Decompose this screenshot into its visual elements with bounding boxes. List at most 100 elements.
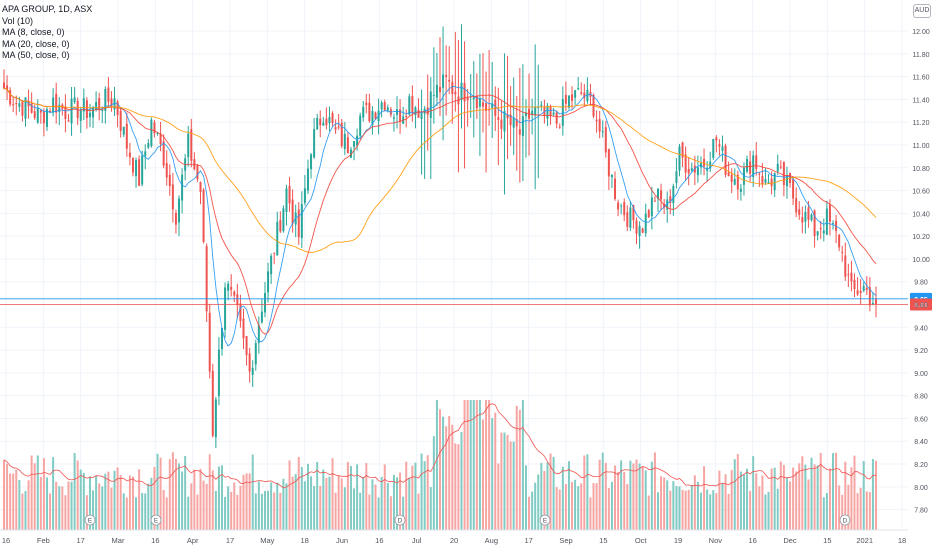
- candle-body: [764, 179, 767, 183]
- candle: [715, 135, 718, 153]
- candle-body: [614, 178, 617, 199]
- volume-bar: [380, 477, 383, 530]
- volume-bar: [349, 465, 352, 530]
- x-tick-label: Jul: [412, 536, 422, 545]
- candle: [414, 106, 417, 129]
- volume-bar: [306, 463, 309, 530]
- candle: [159, 121, 162, 152]
- volume-bar: [260, 493, 263, 530]
- candle: [374, 111, 377, 121]
- volume-bar: [417, 493, 420, 530]
- event-marker[interactable]: E: [84, 514, 96, 526]
- volume-bar: [435, 400, 438, 530]
- candle-body: [374, 112, 377, 120]
- volume-bar: [792, 467, 795, 530]
- candle: [110, 91, 113, 112]
- volume-bar: [626, 484, 629, 530]
- candle: [454, 32, 457, 112]
- volume-bar: [110, 487, 113, 530]
- candle: [131, 157, 134, 177]
- volume-bar: [822, 497, 825, 530]
- candle-body: [718, 144, 721, 147]
- candle-body: [865, 288, 868, 291]
- volume-bar: [58, 486, 61, 530]
- candle: [187, 125, 190, 167]
- candle-body: [257, 325, 260, 344]
- candle-body: [85, 100, 88, 119]
- y-tick-label: 8.80: [914, 394, 928, 401]
- candle: [684, 146, 687, 181]
- candle-body: [303, 188, 306, 203]
- candle: [635, 217, 638, 245]
- volume-bar: [221, 465, 223, 530]
- candle-body: [653, 200, 656, 202]
- candle-body: [626, 212, 629, 227]
- volume-bar: [721, 482, 724, 530]
- candle: [239, 294, 242, 328]
- candle-body: [6, 85, 9, 90]
- indicator-ma20[interactable]: MA (20, close, 0): [2, 38, 70, 49]
- candle-body: [678, 146, 681, 171]
- candle-body: [635, 220, 638, 234]
- candle-body: [558, 126, 561, 128]
- volume-bar: [334, 492, 337, 530]
- candle: [411, 85, 414, 122]
- indicator-ma50[interactable]: MA (50, close, 0): [2, 50, 70, 60]
- candle-body: [506, 114, 509, 119]
- candle: [417, 98, 420, 118]
- candle-body: [868, 287, 871, 306]
- candle: [792, 176, 795, 206]
- candle-body: [128, 152, 131, 158]
- event-marker-label: E: [88, 518, 93, 525]
- y-tick-label: 10.40: [912, 211, 930, 218]
- candle: [564, 81, 567, 112]
- candle-body: [801, 217, 804, 223]
- candle-body: [472, 97, 475, 100]
- candle: [497, 87, 500, 166]
- volume-bars: [3, 400, 877, 530]
- volume-bar: [859, 487, 862, 530]
- currency-badge[interactable]: AUD: [913, 4, 931, 18]
- indicator-ma8[interactable]: MA (8, close, 0): [2, 27, 65, 37]
- candle: [107, 77, 110, 108]
- candle: [98, 92, 101, 121]
- candle-body: [445, 74, 448, 77]
- y-tick-label: 11.20: [913, 120, 930, 127]
- volume-bar: [285, 483, 288, 530]
- event-marker[interactable]: D: [394, 514, 406, 526]
- candle-body: [3, 82, 5, 89]
- candle: [442, 26, 445, 141]
- candle: [650, 186, 653, 230]
- candle-body: [871, 302, 874, 304]
- event-marker[interactable]: E: [539, 514, 551, 526]
- candle-body: [564, 94, 567, 104]
- volume-bar: [27, 480, 30, 530]
- volume-bar: [61, 486, 64, 530]
- candle-body: [82, 98, 85, 112]
- x-tick-label: Dec: [783, 536, 797, 545]
- volume-bar: [377, 497, 380, 530]
- candle: [49, 108, 52, 113]
- candle-body: [601, 131, 604, 133]
- event-marker[interactable]: D: [839, 514, 851, 526]
- candle-body: [251, 367, 254, 375]
- candle-body: [399, 109, 402, 122]
- candle: [383, 99, 386, 112]
- volume-bar: [88, 476, 91, 530]
- event-marker[interactable]: E: [150, 514, 162, 526]
- candle: [647, 208, 650, 219]
- candle: [135, 157, 138, 188]
- candle: [340, 119, 343, 149]
- candle-body: [359, 115, 362, 136]
- candle: [227, 280, 230, 301]
- candle-body: [340, 122, 343, 147]
- candle-body: [429, 91, 432, 118]
- y-tick-label: 11.40: [913, 97, 930, 104]
- candle: [841, 245, 844, 262]
- volume-bar: [432, 436, 435, 530]
- indicator-vol[interactable]: Vol (10): [2, 15, 34, 26]
- volume-bar: [248, 473, 251, 530]
- candle: [755, 142, 758, 176]
